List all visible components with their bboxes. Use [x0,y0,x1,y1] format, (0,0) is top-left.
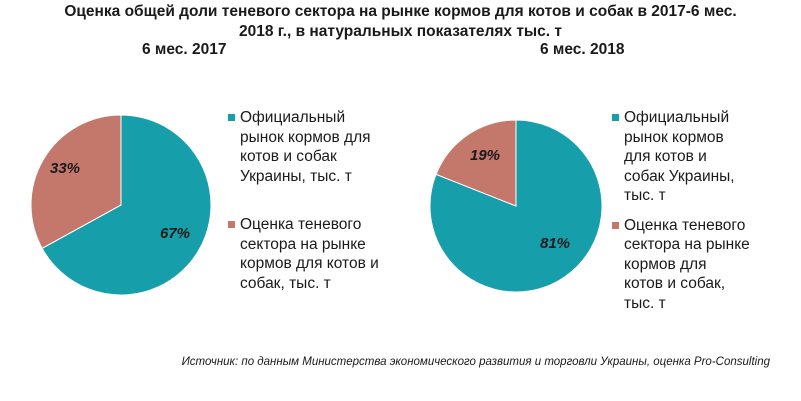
chart-title: Оценка общей доли теневого сектора на ры… [0,2,801,42]
pie-slice-official [41,114,212,296]
legend-line: Украины, тыс. т [240,167,352,185]
legend-line: Оценка теневого [240,216,362,233]
pie-slice-shadow [30,114,122,250]
chart-title-line-2: 2018 г., в натуральных показателях тыс. … [238,23,562,40]
legend-item-official-2017: Официальный рынок кормов для котов и соб… [228,108,408,186]
chart-title-line-1: Оценка общей доли теневого сектора на ры… [64,3,737,20]
legend-swatch-shadow [612,221,619,229]
pie-slice-shadow [435,119,517,207]
legend-item-shadow-2018: Оценка теневого сектора на рынке кормов … [612,216,792,314]
legend-swatch-official [228,114,235,121]
data-label-official: 81% [540,235,570,252]
legend-2017: Официальный рынок кормов для котов и соб… [228,108,408,293]
source-note: Источник: по данным Министерства экономи… [181,356,770,368]
legend-item-official-2018: Официальный рынок кормов для котов и соб… [612,108,792,206]
legend-line: сектора на рынке [624,236,750,253]
pie-2017: 67% 33% [30,114,212,296]
legend-line: котов и собак [240,148,337,165]
legend-line: Оценка теневого [624,216,746,234]
legend-line: сектора на рынке [240,235,366,253]
data-label-shadow: 33% [50,160,80,177]
pie-2017-title: 6 мес. 2017 [142,41,227,58]
legend-line: рынок кормов для [240,128,371,146]
legend-line: кормов для [624,255,707,273]
legend-swatch-official [612,114,619,121]
legend-line: собак, тыс. т [240,274,331,292]
legend-line: рынок кормов [624,128,724,146]
legend-item-shadow-2017: Оценка теневого сектора на рынке кормов … [228,215,408,293]
pie-2018: 81% 19% [429,119,603,293]
pie-2018-title: 6 мес. 2018 [540,41,625,58]
legend-line: Официальный [624,109,730,126]
legend-line: для котов и [624,148,707,165]
legend-line: собак Украины, [624,167,735,185]
legend-line: Официальный [240,109,346,126]
legend-2018: Официальный рынок кормов для котов и соб… [612,108,792,313]
legend-swatch-shadow [228,221,235,228]
data-label-shadow: 19% [470,147,500,164]
legend-line: котов и собак, [624,275,726,292]
legend-line: тыс. т [624,294,666,312]
legend-line: кормов для котов и [240,255,379,272]
data-label-official: 67% [160,225,190,242]
legend-line: тыс. т [624,187,666,204]
